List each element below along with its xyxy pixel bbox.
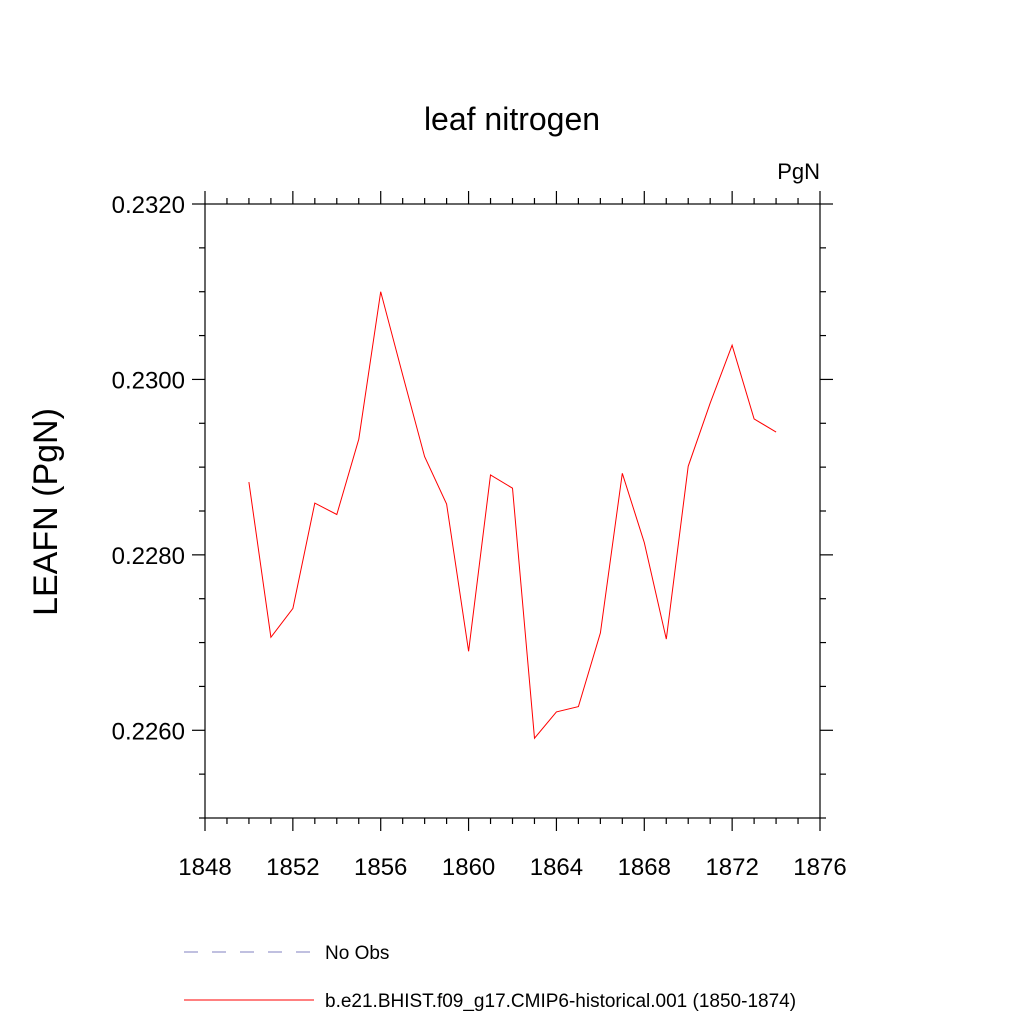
axis-ticks	[192, 191, 833, 831]
chart-title: leaf nitrogen	[424, 101, 600, 137]
y-axis-label: LEAFN (PgN)	[27, 408, 65, 616]
y-tick-labels: 0.2260 0.2280 0.2300 0.2320	[112, 192, 185, 745]
x-tick-label: 1864	[530, 854, 583, 881]
units-label: PgN	[777, 159, 820, 184]
y-tick-label: 0.2280	[112, 543, 185, 570]
x-tick-label: 1848	[178, 854, 231, 881]
y-tick-label: 0.2260	[112, 718, 185, 745]
x-tick-label: 1872	[705, 854, 758, 881]
x-tick-labels: 1848 1852 1856 1860 1864 1868 1872 1876	[178, 854, 846, 881]
legend-label: b.e21.BHIST.f09_g17.CMIP6-historical.001…	[325, 991, 796, 1012]
x-tick-label: 1852	[266, 854, 319, 881]
x-tick-label: 1856	[354, 854, 407, 881]
plot-frame	[204, 203, 821, 819]
series-line	[248, 291, 777, 740]
series-layer	[248, 291, 777, 740]
legend: No Obs b.e21.BHIST.f09_g17.CMIP6-historic…	[184, 943, 796, 1012]
y-tick-label: 0.2300	[112, 367, 185, 394]
legend-label: No Obs	[325, 943, 389, 964]
x-tick-label: 1876	[793, 854, 846, 881]
y-tick-label: 0.2320	[112, 192, 185, 219]
x-tick-label: 1868	[618, 854, 671, 881]
x-tick-label: 1860	[442, 854, 495, 881]
